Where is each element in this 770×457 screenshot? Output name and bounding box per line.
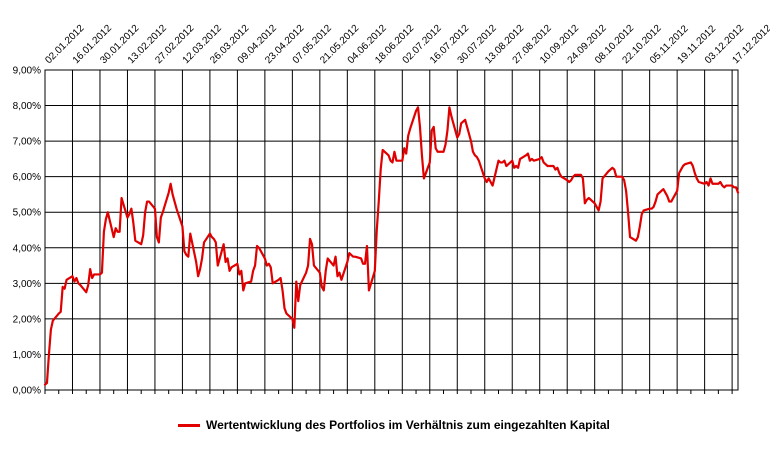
- y-tick-label: 8,00%: [13, 101, 41, 112]
- y-tick-label: 7,00%: [13, 137, 41, 148]
- y-tick-label: 6,00%: [13, 172, 41, 183]
- legend-label: Wertentwicklung des Portfolios im Verhäl…: [206, 418, 610, 432]
- y-tick-label: 5,00%: [13, 208, 41, 219]
- x-axis-ticks: 02.01.201216.01.201230.01.201213.02.2012…: [43, 23, 770, 66]
- series-group: [43, 106, 740, 386]
- plot-area: [44, 69, 739, 391]
- legend: Wertentwicklung des Portfolios im Verhäl…: [178, 418, 610, 432]
- y-tick-label: 2,00%: [13, 314, 41, 325]
- grid-lines: [44, 69, 738, 394]
- y-tick-label: 9,00%: [13, 66, 41, 77]
- series-line: [43, 106, 740, 386]
- y-axis-ticks: 0,00% 1,00% 2,00% 3,00% 4,00% 5,00% 6,00% 7,00%…: [13, 66, 41, 397]
- legend-swatch: [178, 423, 200, 427]
- y-tick-label: 1,00%: [13, 350, 41, 361]
- y-tick-label: 3,00%: [13, 279, 41, 290]
- y-tick-label: 0,00%: [13, 386, 41, 397]
- y-tick-label: 4,00%: [13, 243, 41, 254]
